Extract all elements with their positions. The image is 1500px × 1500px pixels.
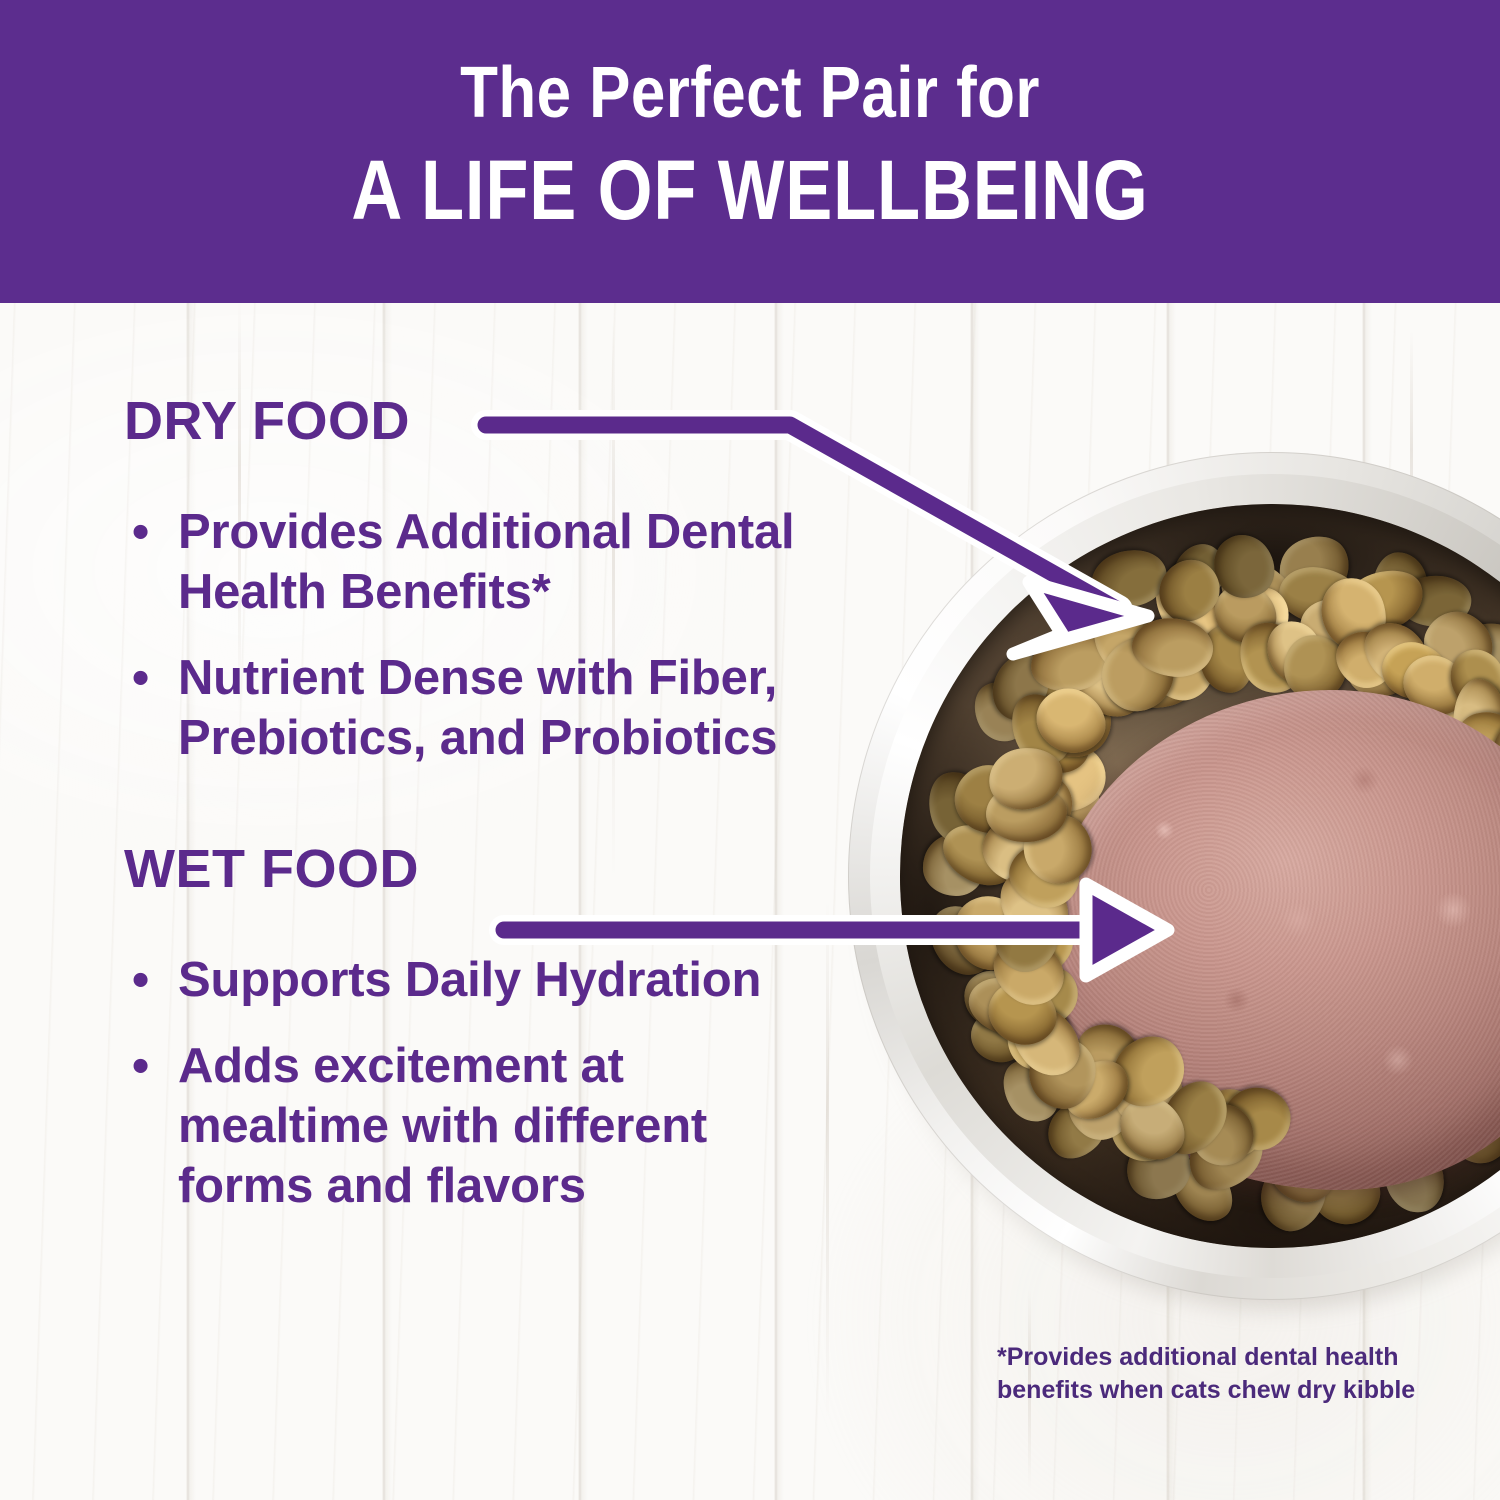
header-title-line2: A LIFE OF WELLBEING xyxy=(351,143,1149,237)
footnote-line2: benefits when cats chew dry kibble xyxy=(997,1376,1416,1404)
wood-grain-streak xyxy=(1028,1290,1031,1490)
footnote-disclaimer: *Provides additional dental health benef… xyxy=(997,1341,1427,1407)
bullet-item: Provides Additional Dental Health Benefi… xyxy=(124,502,824,622)
bullet-spacer xyxy=(124,1010,824,1036)
section-heading-dry-food: DRY FOOD xyxy=(124,391,411,451)
wet-food-bullet-list: Supports Daily Hydration Adds excitement… xyxy=(124,950,824,1216)
bullet-spacer xyxy=(124,622,824,648)
wood-grain-streak xyxy=(826,900,829,1420)
bullet-item: Supports Daily Hydration xyxy=(124,950,824,1010)
header-text-block: The Perfect Pair for A LIFE OF WELLBEING xyxy=(0,52,1500,238)
benefits-text-column: DRY FOOD Provides Additional Dental Heal… xyxy=(124,392,824,1216)
section-heading-wet-food: WET FOOD xyxy=(124,839,419,899)
dry-food-bullet-list: Provides Additional Dental Health Benefi… xyxy=(124,502,824,768)
footnote-line1: *Provides additional dental health xyxy=(997,1343,1399,1371)
bullet-item: Nutrient Dense with Fiber, Prebiotics, a… xyxy=(124,648,824,768)
cat-food-bowl-photo xyxy=(848,452,1500,1312)
header-banner: The Perfect Pair for A LIFE OF WELLBEING xyxy=(0,0,1500,303)
header-title-line1: The Perfect Pair for xyxy=(460,53,1040,133)
bullet-item: Adds excitement at mealtime with differe… xyxy=(124,1036,824,1216)
